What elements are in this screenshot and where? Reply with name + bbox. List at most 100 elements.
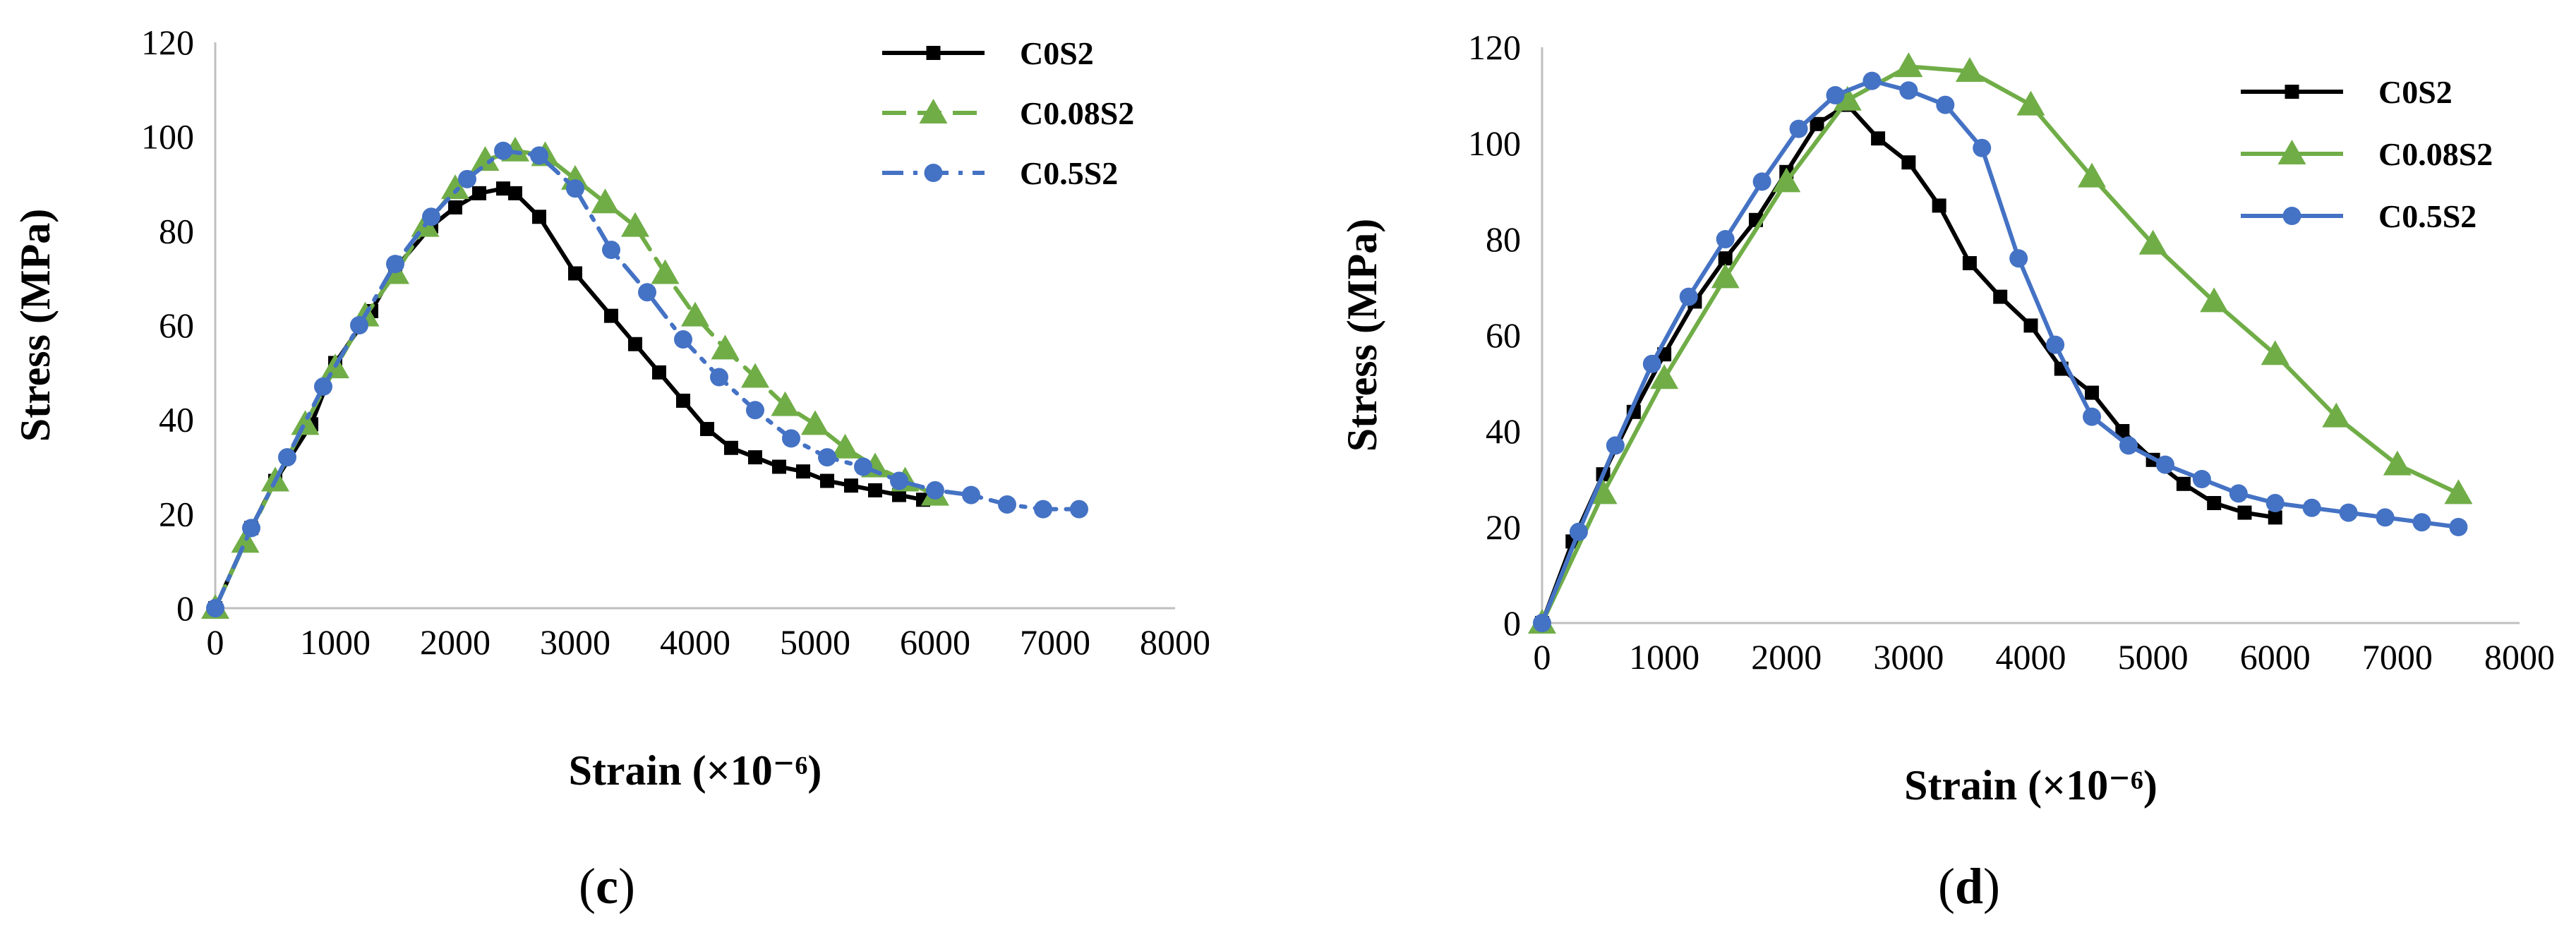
data-point-c0-08s2	[681, 301, 709, 327]
panel-label: (d)	[1938, 858, 2000, 914]
data-point-c0-5s2	[2119, 436, 2138, 455]
series-line-c0-08s2	[1540, 64, 2461, 625]
data-point-c0-5s2	[1679, 287, 1698, 306]
data-point-c0s2	[820, 473, 834, 488]
data-point-c0-5s2	[1533, 614, 1551, 632]
data-point-c0-5s2	[278, 448, 296, 467]
x-tick-label: 4000	[1996, 637, 2066, 677]
x-tick-label: 5000	[780, 622, 850, 662]
x-tick-label: 8000	[1140, 622, 1210, 662]
data-point-c0-5s2	[314, 377, 332, 396]
data-point-c0s2	[652, 365, 666, 380]
data-point-c0-08s2	[471, 146, 500, 171]
data-point-c0-5s2	[494, 141, 512, 160]
legend-entry-c0s2: C0S2	[882, 35, 1094, 71]
panel-label: (c)	[579, 858, 635, 914]
data-point-c0s2	[2207, 496, 2222, 510]
data-point-c0-5s2	[2412, 513, 2431, 532]
legend-label: C0.08S2	[2378, 136, 2493, 172]
data-point-c0s2	[2176, 476, 2191, 491]
data-point-c0s2	[472, 186, 486, 200]
y-tick-label: 40	[159, 400, 194, 440]
data-point-c0-08s2	[591, 188, 620, 214]
legend-entry-c0-08s2: C0.08S2	[882, 95, 1134, 131]
data-point-c0-5s2	[2339, 503, 2358, 522]
data-point-c0-08s2	[1833, 85, 1862, 111]
data-point-c0s2	[772, 459, 786, 474]
data-point-c0s2	[1871, 131, 1886, 146]
data-point-c0-5s2	[386, 255, 404, 274]
data-point-c0s2	[796, 464, 810, 479]
y-tick-label: 120	[1468, 28, 1521, 67]
data-point-c0-5s2	[2083, 407, 2102, 426]
data-point-c0-5s2	[998, 495, 1016, 514]
data-point-c0-5s2	[1642, 354, 1661, 373]
x-tick-label: 6000	[900, 622, 970, 662]
x-tick-label: 4000	[660, 622, 730, 662]
data-point-c0-5s2	[2155, 455, 2174, 474]
data-point-c0s2	[1993, 289, 2008, 304]
data-point-c0-5s2	[1716, 230, 1735, 248]
data-point-c0s2	[2085, 385, 2100, 400]
data-point-c0-08s2	[711, 334, 740, 360]
data-point-c0-5s2	[2046, 335, 2065, 354]
legend-swatch-marker	[926, 46, 941, 60]
x-tick-label: 6000	[2240, 637, 2311, 677]
data-point-c0-08s2	[2383, 450, 2412, 476]
data-point-c0-5s2	[422, 207, 440, 226]
x-tick-label: 1000	[1629, 637, 1699, 677]
y-axis-title: Stress (MPa)	[1339, 219, 1385, 452]
data-point-c0s2	[448, 200, 462, 214]
data-point-c0-08s2	[1589, 479, 1618, 504]
data-point-c0-08s2	[651, 259, 680, 284]
data-point-c0s2	[604, 308, 618, 323]
series-c0-5s2	[206, 141, 1088, 617]
legend-swatch-marker	[919, 99, 948, 123]
data-point-c0-5s2	[818, 448, 836, 467]
x-tick-label: 7000	[1020, 622, 1090, 662]
x-tick-label: 3000	[540, 622, 610, 662]
data-point-c0-5s2	[242, 519, 260, 538]
legend-swatch-marker	[924, 164, 943, 182]
series-c0-08s2	[201, 136, 949, 619]
legend-entry-c0-5s2: C0.5S2	[882, 155, 1118, 191]
data-point-c0-08s2	[1772, 167, 1801, 193]
legend-label: C0.5S2	[2378, 198, 2476, 234]
data-point-c0s2	[2115, 424, 2130, 438]
x-tick-label: 3000	[1873, 637, 1944, 677]
y-tick-label: 0	[176, 588, 194, 628]
data-point-c0-08s2	[2322, 402, 2351, 428]
data-point-c0-5s2	[1789, 119, 1808, 138]
data-point-c0s2	[1810, 116, 1824, 131]
data-point-c0s2	[532, 210, 546, 224]
chart-panel-d: 0 1000 2000 3000 4000 5000 6000 7000 8000 0 20 40 60…	[1339, 28, 2555, 914]
data-point-c0-08s2	[1711, 263, 1740, 289]
data-point-c0s2	[628, 337, 642, 351]
data-point-c0s2	[676, 393, 690, 408]
data-point-c0-5s2	[566, 179, 584, 198]
data-point-c0-5s2	[2302, 498, 2321, 517]
data-point-c0-08s2	[801, 410, 829, 435]
series-c0-5s2	[1533, 71, 2468, 632]
data-point-c0-5s2	[782, 429, 800, 448]
data-point-c0s2	[868, 483, 882, 497]
data-point-c0-5s2	[1569, 522, 1588, 541]
data-point-c0-5s2	[2009, 249, 2028, 268]
data-point-c0s2	[892, 488, 906, 502]
x-axis-title: Strain (×10⁻⁶)	[569, 747, 822, 794]
y-tick-label: 100	[141, 117, 194, 157]
data-point-c0-5s2	[602, 241, 620, 260]
data-point-c0-5s2	[962, 485, 980, 504]
y-tick-label: 40	[1486, 411, 1521, 451]
data-point-c0s2	[2237, 505, 2252, 520]
y-tick-label: 20	[159, 494, 194, 533]
data-point-c0s2	[496, 181, 510, 196]
y-axis-title: Stress (MPa)	[12, 209, 59, 442]
data-point-c0-5s2	[674, 330, 692, 349]
data-point-c0-5s2	[926, 480, 944, 500]
data-point-c0-08s2	[2261, 340, 2289, 365]
series-line-c0-5s2	[213, 148, 1081, 610]
data-point-c0-08s2	[2016, 90, 2045, 116]
data-point-c0s2	[568, 266, 582, 281]
chart-panel-c: 0 1000 2000 3000 4000 5000 6000 7000 8000 0 20 40 60…	[12, 23, 1210, 914]
